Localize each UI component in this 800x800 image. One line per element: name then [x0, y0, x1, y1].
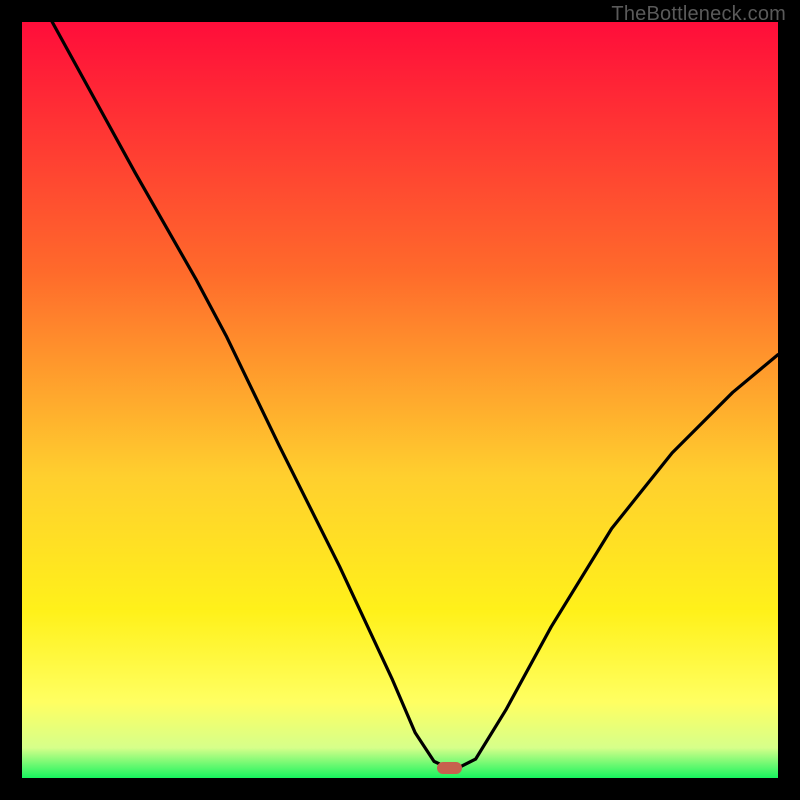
- bottleneck-curve: [22, 22, 778, 778]
- watermark-text: TheBottleneck.com: [611, 3, 786, 26]
- chart-frame: TheBottleneck.com: [0, 0, 800, 800]
- curve-polyline: [52, 22, 778, 767]
- optimum-marker: [437, 762, 462, 774]
- plot-area: [22, 22, 778, 778]
